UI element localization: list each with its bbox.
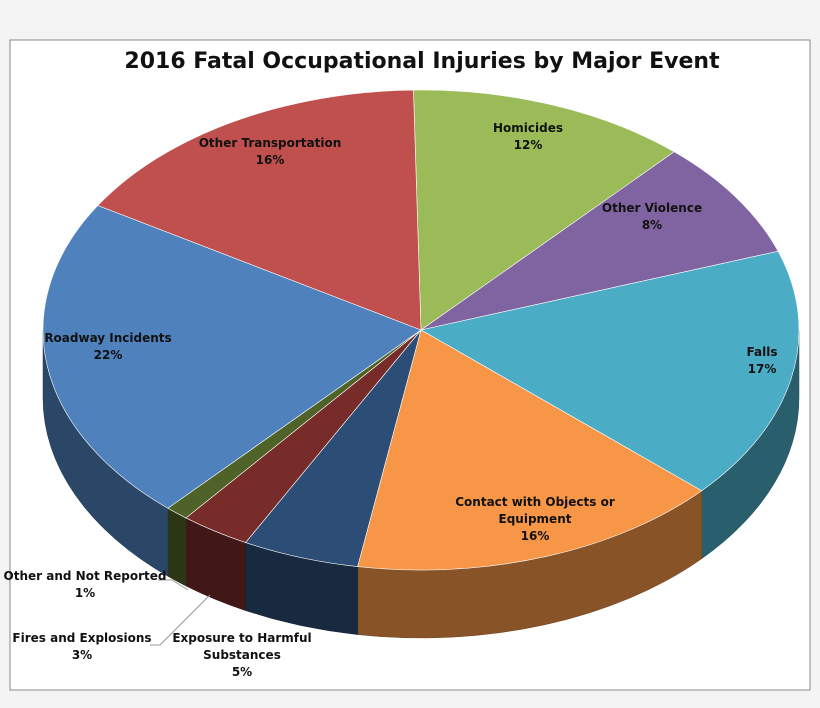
slice — [420, 250, 800, 492]
slice — [413, 89, 675, 331]
slice-value-label: 16% — [256, 153, 285, 167]
slice — [42, 205, 422, 509]
slice-value-label: 16% — [521, 529, 550, 543]
slice — [420, 151, 779, 331]
slice-label: Other Transportation — [199, 136, 342, 150]
chart-title: 2016 Fatal Occupational Injuries by Majo… — [124, 49, 720, 74]
slice — [357, 329, 703, 571]
slice-value-label: 1% — [75, 586, 95, 600]
slice-value-label: 22% — [94, 348, 123, 362]
slice-label: Exposure to Harmful Substances — [172, 631, 311, 662]
slice-value-label: 3% — [72, 648, 92, 662]
slice — [97, 89, 422, 331]
slice-label: Contact with Objects or Equipment — [455, 495, 615, 526]
slice-label: Homicides — [493, 121, 563, 135]
slice-value-label: 8% — [642, 218, 662, 232]
leader-line — [150, 594, 211, 646]
slice-side — [167, 507, 187, 587]
pie-sides — [42, 329, 800, 639]
slice-label: Other Violence — [602, 201, 702, 215]
slice-label: Falls — [747, 345, 778, 359]
slice-label: Roadway Incidents — [44, 331, 171, 345]
slice-label: Other and Not Reported — [4, 569, 167, 583]
leader-line — [158, 579, 189, 591]
labels: Homicides 12% Other Violence 8% Falls 17% Cont… — [4, 121, 778, 679]
slice-value-label: 5% — [232, 665, 252, 679]
slice-value-label: 17% — [748, 362, 777, 376]
slice-value-label: 12% — [514, 138, 543, 152]
slice-label: Fires and Explosions — [12, 631, 151, 645]
pie-tops — [42, 89, 800, 571]
